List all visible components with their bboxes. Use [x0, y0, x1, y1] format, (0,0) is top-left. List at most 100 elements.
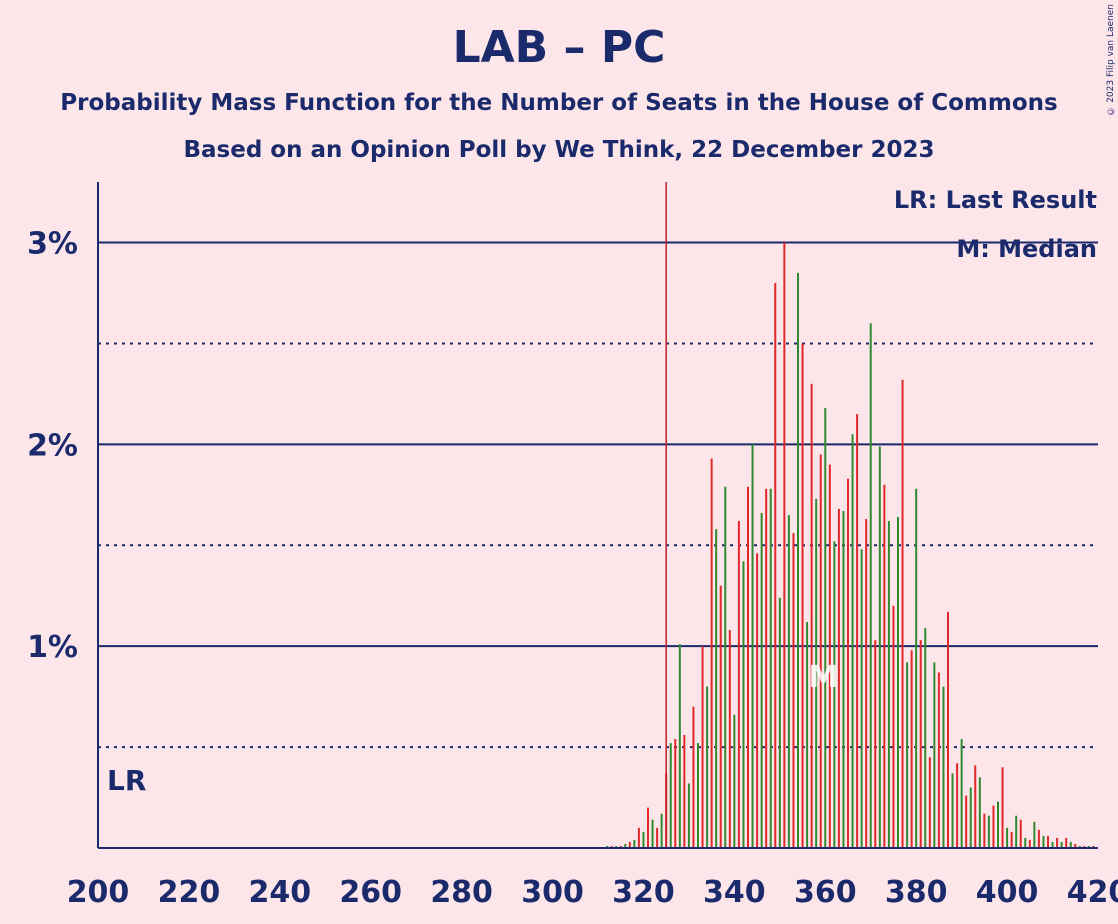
pmf-bar	[637, 827, 640, 848]
pmf-bar	[1083, 845, 1086, 848]
pmf-bar	[878, 446, 881, 848]
pmf-bar	[965, 795, 968, 848]
legend-median: M: Median	[956, 235, 1097, 263]
pmf-bar	[1056, 837, 1059, 848]
pmf-bar	[824, 408, 827, 848]
pmf-bar	[860, 549, 863, 848]
pmf-bar	[742, 561, 745, 848]
x-tick-label: 240	[249, 875, 312, 910]
pmf-bar	[865, 519, 868, 848]
pmf-bar	[837, 508, 840, 848]
pmf-bar	[1092, 845, 1095, 848]
median-marker: M	[808, 660, 838, 695]
pmf-bar	[1006, 827, 1009, 848]
pmf-bar	[897, 517, 899, 848]
pmf-bar	[933, 662, 936, 848]
pmf-bar	[819, 454, 822, 848]
pmf-bar	[1015, 815, 1018, 848]
pmf-bar	[783, 242, 786, 848]
pmf-bar	[910, 650, 913, 848]
pmf-bar	[769, 488, 772, 848]
pmf-bar	[1028, 839, 1031, 848]
chart-title: LAB – PC	[452, 22, 666, 73]
pmf-bar	[906, 662, 909, 848]
pmf-bar	[974, 765, 977, 848]
pmf-bar	[806, 621, 809, 848]
pmf-bar	[760, 512, 763, 848]
pmf-bar	[1074, 843, 1077, 848]
pmf-bar	[615, 845, 618, 848]
pmf-bar	[656, 827, 659, 848]
pmf-bar	[851, 434, 854, 848]
pmf-bar	[883, 484, 886, 848]
pmf-bar	[747, 486, 749, 848]
pmf-bar	[1087, 845, 1090, 848]
pmf-bar	[715, 529, 718, 848]
pmf-bar	[992, 805, 995, 848]
pmf-bar	[651, 819, 654, 848]
pmf-bar	[919, 640, 922, 848]
pmf-bar	[733, 714, 736, 848]
pmf-bar	[1065, 837, 1068, 848]
pmf-bar	[1024, 837, 1027, 848]
pmf-bar	[737, 521, 740, 848]
chart-subtitle-1: Probability Mass Function for the Number…	[60, 90, 1058, 116]
pmf-bar	[960, 739, 963, 848]
pmf-bar	[697, 743, 699, 848]
pmf-bar	[887, 521, 890, 848]
pmf-bar	[724, 486, 727, 848]
pmf-bar	[756, 553, 759, 848]
pmf-bar	[969, 787, 972, 848]
bars-group	[606, 242, 1095, 849]
pmf-bar	[669, 743, 672, 848]
pmf-bar	[1051, 841, 1054, 848]
pmf-bar	[624, 843, 627, 848]
pmf-bar	[683, 734, 686, 848]
pmf-bar	[710, 458, 713, 848]
pmf-bar	[610, 845, 613, 848]
pmf-bar	[728, 630, 731, 848]
pmf-bar	[692, 706, 695, 848]
pmf-bar	[787, 515, 790, 848]
pmf-bar	[765, 488, 768, 848]
pmf-bar	[915, 488, 918, 848]
x-tick-label: 320	[612, 875, 675, 910]
y-tick-label: 3%	[27, 227, 78, 262]
pmf-bar	[856, 414, 859, 848]
pmf-bar	[951, 773, 954, 848]
pmf-bar	[947, 611, 949, 848]
pmf-bar	[660, 813, 663, 848]
pmf-bar	[674, 739, 677, 848]
pmf-bar	[1069, 841, 1072, 848]
pmf-bar	[774, 282, 777, 849]
pmf-bar	[1078, 845, 1081, 848]
pmf-bar	[997, 801, 999, 848]
pmf-bar	[928, 757, 931, 848]
pmf-bar	[987, 815, 990, 848]
pmf-bar	[810, 383, 813, 848]
pmf-bar	[942, 686, 945, 848]
pmf-bar	[1010, 831, 1013, 848]
pmf-bar	[924, 628, 927, 848]
pmf-bar	[751, 444, 754, 848]
x-tick-label: 300	[521, 875, 584, 910]
x-tick-label: 360	[794, 875, 857, 910]
pmf-bar	[687, 783, 690, 848]
x-tick-label: 400	[976, 875, 1039, 910]
y-tick-label: 2%	[27, 428, 78, 463]
x-tick-label: 220	[158, 875, 221, 910]
pmf-bar	[869, 323, 872, 849]
pmf-bar	[901, 379, 904, 848]
pmf-bar	[937, 672, 940, 848]
pmf-bar	[892, 605, 895, 848]
pmf-bar	[797, 272, 799, 848]
pmf-bar	[1047, 835, 1049, 848]
pmf-bar	[778, 597, 781, 848]
pmf-bar	[1019, 819, 1022, 848]
pmf-bar	[706, 686, 709, 848]
pmf-bar	[983, 813, 986, 848]
x-tick-label: 340	[703, 875, 766, 910]
pmf-bar	[633, 839, 636, 848]
y-tick-label: 1%	[27, 630, 78, 665]
